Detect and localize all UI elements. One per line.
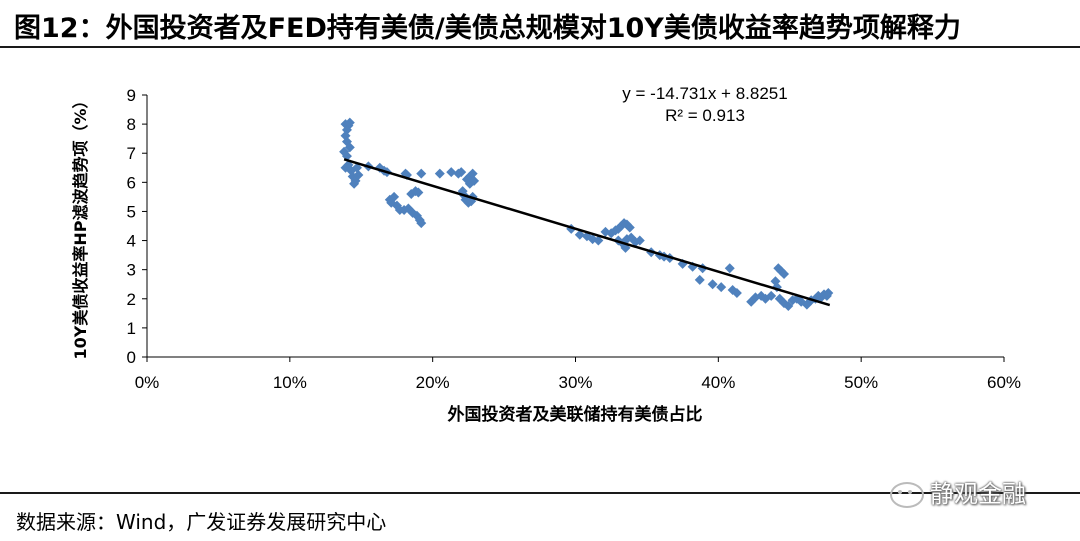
data-point	[389, 191, 400, 202]
y-tick-label: 7	[127, 144, 136, 163]
y-tick-label: 6	[127, 173, 136, 192]
y-tick-label: 5	[127, 202, 136, 221]
x-tick-label: 40%	[701, 373, 735, 392]
data-point	[413, 187, 424, 198]
data-point	[624, 222, 635, 233]
y-tick-label: 2	[127, 290, 136, 309]
data-point	[716, 282, 727, 293]
wechat-icon	[890, 482, 924, 508]
data-point	[344, 142, 355, 153]
data-point	[593, 235, 604, 246]
y-tick-label: 8	[127, 115, 136, 134]
data-point	[731, 287, 742, 298]
data-point	[634, 235, 645, 246]
x-tick-label: 10%	[273, 373, 307, 392]
r-squared-label: R² = 0.913	[665, 106, 745, 125]
trendline-equation: y = -14.731x + 8.8251	[622, 84, 787, 103]
x-tick-label: 0%	[135, 373, 160, 392]
data-point	[694, 274, 705, 285]
data-point	[574, 229, 585, 240]
data-point	[467, 168, 478, 179]
y-tick-label: 3	[127, 261, 136, 280]
x-tick-label: 30%	[558, 373, 592, 392]
data-point	[724, 263, 735, 274]
data-point	[351, 162, 362, 173]
data-point	[434, 168, 445, 179]
data-point	[416, 218, 427, 229]
x-tick-label: 60%	[987, 373, 1021, 392]
footer-rule	[0, 492, 1080, 494]
chart-points	[339, 117, 834, 312]
chart-labels: y = -14.731x + 8.8251 R² = 0.913 外国投资者及美…	[71, 84, 788, 425]
title-rule	[0, 46, 1080, 48]
y-tick-label: 0	[127, 348, 136, 367]
data-point	[707, 279, 718, 290]
data-point	[766, 290, 777, 301]
data-point	[469, 175, 480, 186]
data-point	[446, 167, 457, 178]
figure-title: 图12：外国投资者及FED持有美债/美债总规模对10Y美债收益率趋势项解释力	[14, 13, 961, 44]
y-tick-label: 1	[127, 319, 136, 338]
trendline	[343, 158, 831, 307]
data-point	[353, 170, 364, 181]
x-tick-label: 20%	[416, 373, 450, 392]
y-axis-title: 10Y美债收益率HP滤波趋势项（%）	[71, 92, 90, 359]
data-point	[823, 287, 834, 298]
data-point	[783, 301, 794, 312]
scatter-chart: 0 1 2 3 4 5 6 7 8 9 0% 10% 20% 30% 40% 50% 60% y = -14.7…	[71, 84, 1021, 425]
trendline-group	[343, 158, 831, 307]
data-point	[416, 168, 427, 179]
x-axis-title: 外国投资者及美联储持有美债占比	[448, 404, 703, 425]
data-point	[456, 167, 467, 178]
watermark: 静观金融	[890, 474, 1026, 509]
data-point	[779, 269, 790, 280]
chart-axes: 0 1 2 3 4 5 6 7 8 9 0% 10% 20% 30% 40% 50% 60%	[127, 86, 1021, 392]
y-tick-label: 4	[127, 232, 136, 251]
data-point	[344, 117, 355, 128]
source-note: 数据来源：Wind，广发证券发展研究中心	[16, 510, 387, 534]
watermark-text: 静观金融	[930, 480, 1026, 508]
x-tick-label: 50%	[844, 373, 878, 392]
data-point	[349, 178, 360, 189]
y-tick-label: 9	[127, 86, 136, 105]
